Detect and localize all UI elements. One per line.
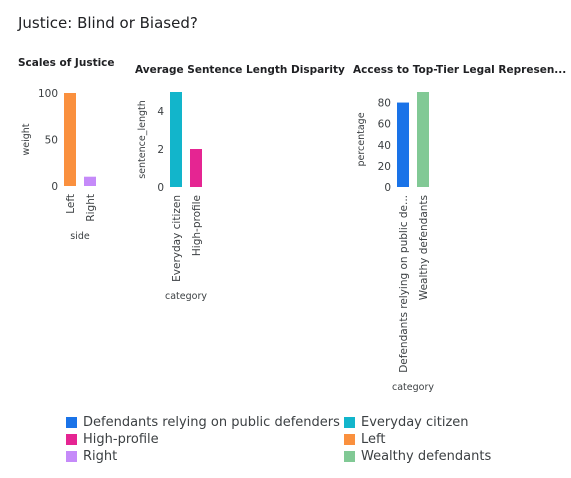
legend-item: Everyday citizen [344,414,534,430]
legend-item: High-profile [66,431,344,447]
legend-label: High-profile [83,431,159,447]
legend-item: Wealthy defendants [344,448,534,464]
y-tick-label: 20 [378,161,391,173]
chart-title: Average Sentence Length Disparity [135,64,345,76]
x-axis-label: category [165,291,207,302]
chart-title: Scales of Justice [18,57,115,69]
y-axis-label: percentage [356,112,367,166]
legend: Defendants relying on public defenders Ev… [66,414,536,464]
legend-label: Defendants relying on public defenders [83,414,340,430]
y-tick-label: 0 [51,181,58,193]
legend-swatch [344,416,355,428]
chart-title: Access to Top-Tier Legal Represen... [353,64,566,76]
legend-swatch [344,450,355,462]
bar-wealthy-defendants [417,92,429,187]
y-tick-label: 80 [378,98,391,110]
legend-label: Left [361,431,386,447]
x-axis-label: category [392,382,434,393]
legend-item: Defendants relying on public defenders [66,414,344,430]
legend-label: Everyday citizen [361,414,469,430]
y-tick-label: 40 [378,140,391,152]
x-tick-label: Wealthy defendants [418,195,430,300]
legend-label: Wealthy defendants [361,448,492,464]
legend-item: Left [344,431,534,447]
bar-defendants-relying-on-public-de [397,102,409,187]
legend-swatch [66,433,77,445]
legend-swatch [66,450,77,462]
y-tick-label: 60 [378,119,391,131]
x-tick-label: Left [65,194,77,214]
page-title: Justice: Blind or Biased? [18,14,198,32]
chart-2: Average Sentence Length Disparity 0 2 4 sent… [135,64,345,302]
legend-item: Right [66,448,344,464]
bar-high-profile [190,149,202,187]
bar-left [64,93,76,186]
y-tick-label: 0 [384,182,391,194]
bar-right [84,176,96,186]
y-tick-label: 100 [38,88,58,100]
y-tick-label: 2 [157,144,164,156]
y-tick-label: 4 [157,106,164,118]
chart-1: Scales of Justice 0 50 100 weight Left Right si… [18,57,115,242]
x-tick-label: High-profile [191,195,203,256]
x-tick-label: Defendants relying on public de... [398,195,410,373]
legend-swatch [66,416,77,428]
x-tick-label: Everyday citizen [171,195,183,282]
x-tick-label: Right [85,194,97,222]
y-tick-label: 0 [157,182,164,194]
y-tick-label: 50 [45,135,58,147]
legend-label: Right [83,448,118,464]
y-axis-label: weight [21,123,32,155]
bar-everyday-citizen [170,92,182,187]
y-axis-label: sentence_length [137,100,148,179]
legend-swatch [344,433,355,445]
x-axis-label: side [70,231,90,242]
chart-3: Access to Top-Tier Legal Represen... 0 20 4… [353,64,566,393]
